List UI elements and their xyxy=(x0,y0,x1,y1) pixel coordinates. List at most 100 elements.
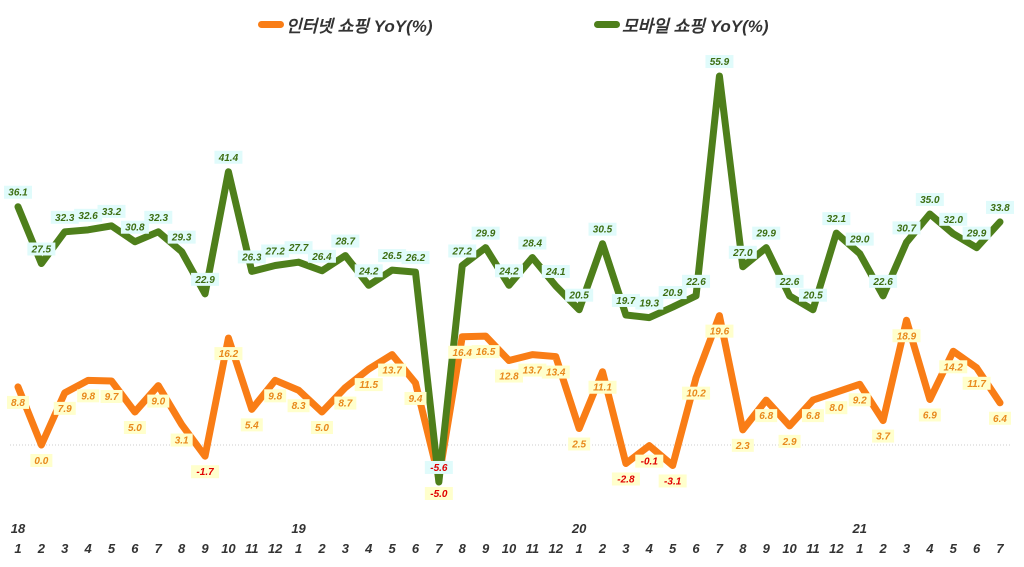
data-label-bg xyxy=(635,296,664,310)
data-label: 6.8 xyxy=(801,409,824,423)
data-label-bg xyxy=(705,324,734,338)
data-label-text: 26.4 xyxy=(311,252,332,263)
data-label-bg xyxy=(635,454,664,468)
data-label-text: 5.0 xyxy=(128,423,142,434)
data-label: 9.7 xyxy=(100,389,123,403)
x-tick-year: 21 xyxy=(851,521,866,536)
data-label-text: 36.1 xyxy=(8,188,28,199)
data-label: 26.3 xyxy=(237,250,266,264)
data-label: 19.3 xyxy=(635,296,664,310)
data-label-text: -3.1 xyxy=(664,476,682,487)
data-label-bg xyxy=(872,429,895,443)
data-label-bg xyxy=(518,236,547,250)
x-tick-month: 8 xyxy=(739,541,747,556)
data-label: 41.4 xyxy=(214,150,243,164)
data-label-bg xyxy=(240,418,263,432)
data-label-text: 27.5 xyxy=(31,245,52,256)
data-label: -1.7 xyxy=(191,465,220,479)
legend-label: 인터넷 쇼핑 YoY(%) xyxy=(286,17,433,36)
data-label-text: 16.2 xyxy=(219,349,239,360)
data-label-bg xyxy=(611,293,640,307)
data-label-text: 2.3 xyxy=(735,441,750,452)
data-label-text: 5.4 xyxy=(245,420,259,431)
x-tick-month: 1 xyxy=(576,541,583,556)
data-label-bg xyxy=(731,438,754,452)
data-label-bg xyxy=(214,150,243,164)
data-label-bg xyxy=(682,274,711,288)
data-label-bg xyxy=(50,210,79,224)
data-label: 13.7 xyxy=(518,363,547,377)
x-tick-month: 10 xyxy=(502,541,517,556)
data-label-text: 28.7 xyxy=(335,237,356,248)
x-tick-month: 5 xyxy=(669,541,677,556)
data-label-text: 28.4 xyxy=(522,239,543,250)
data-label-bg xyxy=(237,250,266,264)
data-label-text: -5.0 xyxy=(430,489,448,500)
data-label: -5.0 xyxy=(424,487,453,500)
legend-item-mobile: 모바일 쇼핑 YoY(%) xyxy=(594,12,769,37)
data-label-text: 35.0 xyxy=(920,195,940,206)
data-label-text: 10.2 xyxy=(686,389,706,400)
data-label-text: 16.4 xyxy=(453,348,473,359)
data-label-text: 29.0 xyxy=(849,235,870,246)
data-label-bg xyxy=(354,378,383,392)
data-label: 3.7 xyxy=(872,429,895,443)
data-label-text: 8.3 xyxy=(292,401,306,412)
data-label-text: 11.1 xyxy=(593,383,612,394)
data-label-text: 24.2 xyxy=(498,266,519,277)
data-label: -2.8 xyxy=(611,472,640,486)
x-tick-month: 6 xyxy=(973,541,981,556)
data-label-bg xyxy=(939,212,968,226)
data-label-bg xyxy=(261,244,290,258)
data-label-bg xyxy=(144,210,173,224)
data-label-bg xyxy=(424,487,453,500)
data-label-bg xyxy=(869,274,898,288)
data-label-bg xyxy=(170,433,193,447)
x-tick-month: 10 xyxy=(221,541,236,556)
data-label-text: 24.1 xyxy=(545,267,566,278)
data-label: 11.5 xyxy=(354,378,383,392)
data-label: 13.4 xyxy=(541,365,570,379)
x-tick-month: 5 xyxy=(108,541,116,556)
data-label-text: 33.8 xyxy=(990,203,1010,214)
data-label: 24.1 xyxy=(541,264,570,278)
data-label-text: 22.9 xyxy=(194,275,215,286)
data-label-bg xyxy=(658,474,687,488)
data-label: 12.8 xyxy=(495,369,523,383)
data-label-text: 6.8 xyxy=(759,411,773,422)
data-label: 32.0 xyxy=(939,212,968,226)
data-label: 26.4 xyxy=(307,249,336,263)
x-tick-month: 12 xyxy=(549,541,564,556)
data-label: 16.4 xyxy=(448,345,477,359)
data-label: 18.9 xyxy=(892,329,921,343)
x-tick-month: 5 xyxy=(950,541,958,556)
data-label-bg xyxy=(918,408,941,422)
data-label-text: 9.2 xyxy=(853,395,867,406)
data-label-bg xyxy=(495,369,523,383)
data-label: -0.1 xyxy=(635,454,664,468)
data-label-bg xyxy=(518,363,547,377)
data-label-text: 13.7 xyxy=(523,366,543,377)
data-label-text: 29.3 xyxy=(171,233,192,244)
data-label-bg xyxy=(53,401,76,415)
data-label-bg xyxy=(682,386,711,400)
data-label-text: 13.7 xyxy=(382,366,402,377)
data-label: 55.9 xyxy=(705,55,734,69)
data-label-text: 55.9 xyxy=(710,57,730,68)
data-label-text: 9.0 xyxy=(151,397,165,408)
data-label-text: 16.5 xyxy=(476,347,496,358)
data-label: 16.5 xyxy=(471,345,500,359)
data-label-text: -0.1 xyxy=(641,457,659,468)
x-tick-month: 1 xyxy=(856,541,863,556)
data-label: 32.1 xyxy=(822,212,851,226)
data-label: 14.2 xyxy=(939,360,968,374)
data-label: 8.3 xyxy=(287,399,310,413)
data-label-text: 13.4 xyxy=(546,368,566,379)
data-label: 2.3 xyxy=(731,438,754,452)
data-label-bg xyxy=(565,288,594,302)
data-label-bg xyxy=(378,249,407,263)
data-label-bg xyxy=(214,347,243,361)
data-label-text: 29.9 xyxy=(475,229,496,240)
data-label: 35.0 xyxy=(915,193,944,206)
data-label-bg xyxy=(471,226,500,240)
